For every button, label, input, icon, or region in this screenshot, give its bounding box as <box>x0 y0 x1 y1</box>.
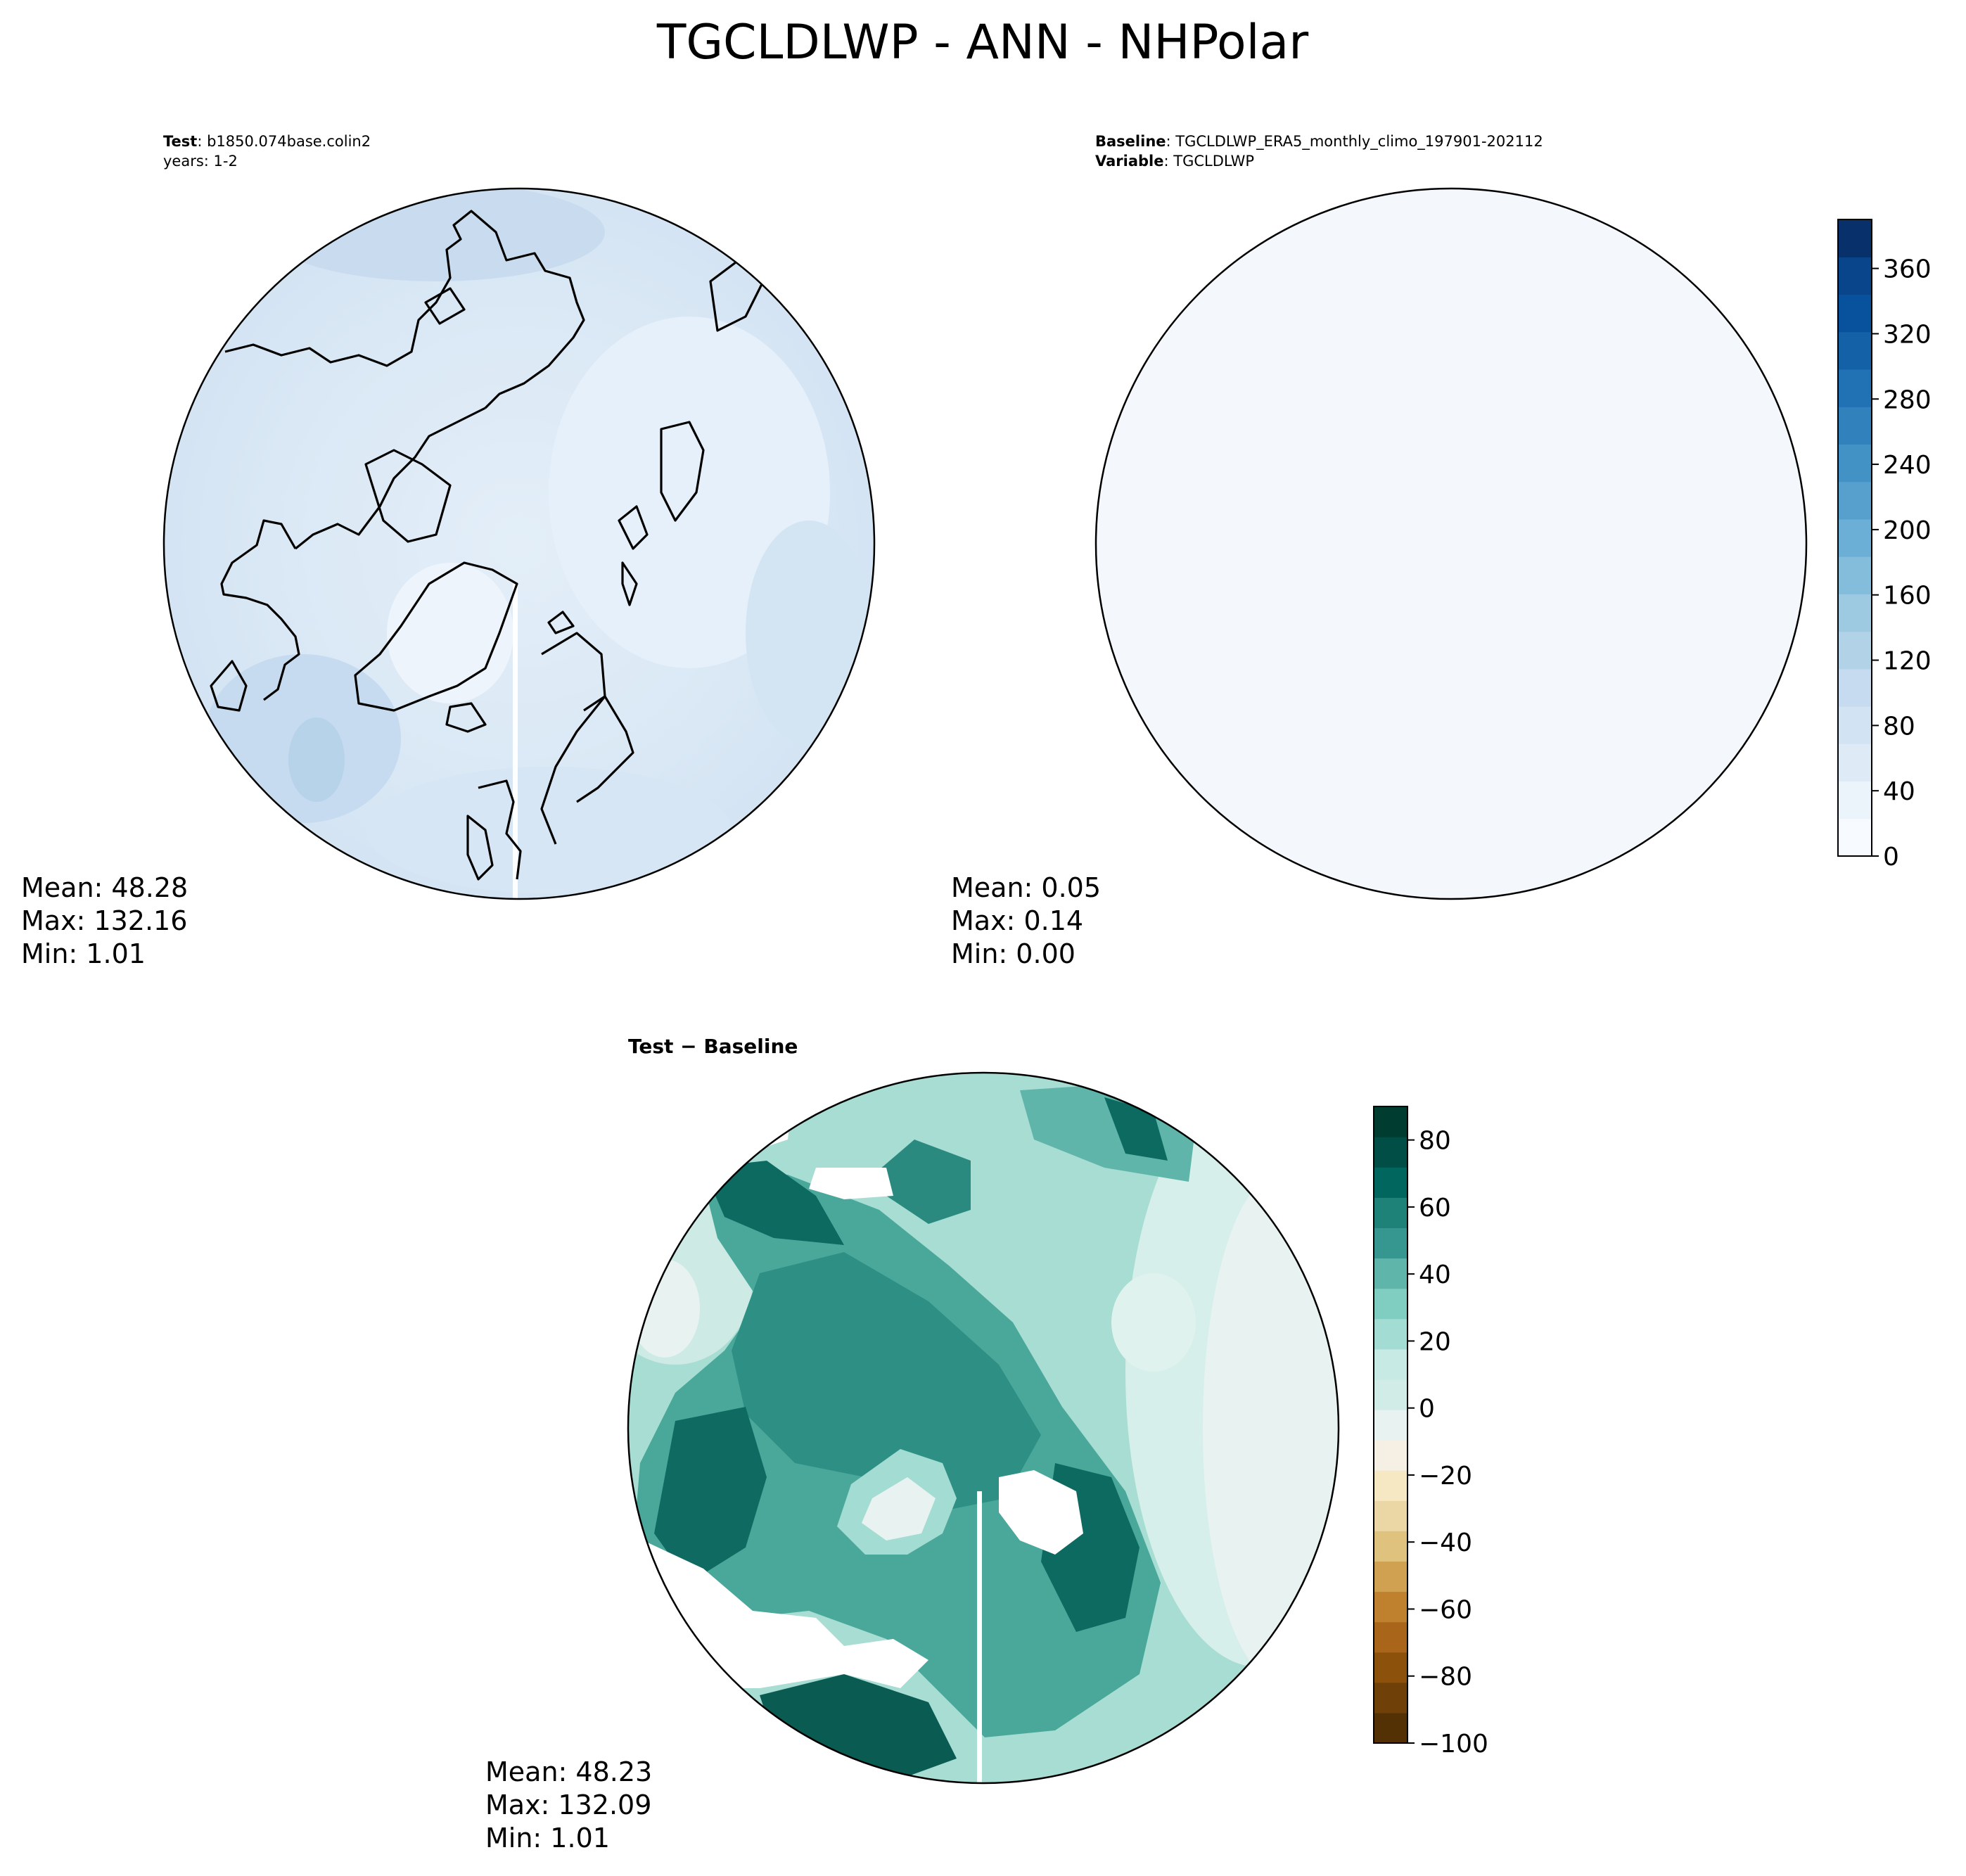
brbg-colorbar-tick-label: −60 <box>1419 1595 1472 1624</box>
test-map-boundary <box>162 187 876 900</box>
blues-colorbar-band <box>1838 781 1872 819</box>
brbg-colorbar: 80 60 40 20 0 −20 −40 −60 −80 −100 <box>1373 1106 1488 1759</box>
baseline-map-field <box>1096 189 1806 899</box>
brbg-colorbar-tick-label: 40 <box>1419 1261 1451 1289</box>
brbg-colorbar-band <box>1374 1348 1408 1380</box>
blues-colorbar-tick-label: 0 <box>1883 843 1899 872</box>
brbg-colorbar-band <box>1374 1500 1408 1531</box>
test-stats-min: Min: 1.01 <box>21 938 146 969</box>
brbg-colorbar-band <box>1374 1531 1408 1562</box>
brbg-colorbar-band <box>1374 1137 1408 1168</box>
blues-colorbar-band <box>1838 631 1872 670</box>
diff-map-boundary <box>627 1071 1340 1785</box>
baseline-stats-mean: Mean: 0.05 <box>951 872 1101 903</box>
brbg-colorbar-tick-label: −20 <box>1419 1462 1472 1491</box>
diff-map-field <box>628 1073 1339 1783</box>
blues-colorbar-band <box>1838 594 1872 632</box>
blues-colorbar-band <box>1838 444 1872 483</box>
blues-colorbar-tick-label: 40 <box>1883 777 1915 806</box>
brbg-colorbar-band <box>1374 1379 1408 1410</box>
test-label-key: Test <box>163 133 197 150</box>
brbg-colorbar-band <box>1374 1167 1408 1198</box>
blues-colorbar-band <box>1838 294 1872 333</box>
baseline-stats-max: Max: 0.14 <box>951 905 1083 936</box>
brbg-colorbar-band <box>1374 1318 1408 1350</box>
test-stats-max: Max: 132.16 <box>21 905 187 936</box>
baseline-map-boundary <box>1094 187 1808 900</box>
diff-panel: Test − Baseline <box>485 1035 1488 1853</box>
brbg-colorbar-tick-label: 20 <box>1419 1327 1451 1356</box>
blues-colorbar-band <box>1838 518 1872 557</box>
baseline-stats-min: Min: 0.00 <box>951 938 1075 969</box>
brbg-colorbar-band <box>1374 1682 1408 1714</box>
brbg-colorbar-tick-label: −100 <box>1419 1730 1488 1759</box>
brbg-colorbar-tick-label: −80 <box>1419 1663 1472 1692</box>
blues-colorbar-band <box>1838 481 1872 520</box>
blues-colorbar-tick-label: 240 <box>1883 451 1932 480</box>
blues-colorbar-tick-label: 200 <box>1883 516 1932 545</box>
brbg-colorbar-ticks: 80 60 40 20 0 −20 −40 −60 −80 −100 <box>1408 1127 1488 1759</box>
blues-colorbar-band <box>1838 219 1872 257</box>
blues-colorbar: 0 40 80 120 160 200 240 280 320 360 <box>1837 219 1932 872</box>
test-label-value: b1850.074base.colin2 <box>207 133 371 150</box>
test-map-field <box>164 189 874 899</box>
brbg-colorbar-tick-label: 80 <box>1419 1127 1451 1156</box>
blues-colorbar-tick-label: 120 <box>1883 647 1932 676</box>
baseline-label-value: TGCLDLWP_ERA5_monthly_climo_197901-20211… <box>1175 133 1543 151</box>
brbg-colorbar-band <box>1374 1258 1408 1289</box>
figure-title: TGCLDLWP - ANN - NHPolar <box>656 15 1308 70</box>
brbg-colorbar-band <box>1374 1227 1408 1259</box>
brbg-colorbar-band <box>1374 1288 1408 1320</box>
diff-stats-mean: Mean: 48.23 <box>485 1756 652 1787</box>
brbg-colorbar-band <box>1374 1621 1408 1653</box>
brbg-colorbar-band <box>1374 1591 1408 1623</box>
blues-colorbar-band <box>1838 407 1872 445</box>
blues-colorbar-band <box>1838 257 1872 295</box>
blues-colorbar-bands <box>1838 219 1872 857</box>
diff-title: Test − Baseline <box>628 1035 798 1058</box>
brbg-colorbar-band <box>1374 1440 1408 1471</box>
brbg-colorbar-band <box>1374 1561 1408 1593</box>
blues-colorbar-band <box>1838 818 1872 857</box>
blues-colorbar-band <box>1838 369 1872 407</box>
brbg-colorbar-band <box>1374 1712 1408 1744</box>
brbg-colorbar-tick-label: −40 <box>1419 1529 1472 1557</box>
test-stats-mean: Mean: 48.28 <box>21 872 188 903</box>
test-years: years: 1-2 <box>163 153 238 170</box>
blues-colorbar-band <box>1838 706 1872 744</box>
brbg-colorbar-band <box>1374 1106 1408 1137</box>
blues-colorbar-tick-label: 160 <box>1883 582 1932 611</box>
baseline-label-key: Baseline <box>1095 133 1166 150</box>
diff-stats-min: Min: 1.01 <box>485 1823 610 1853</box>
blues-colorbar-tick-label: 320 <box>1883 320 1932 349</box>
baseline-label: Baseline: TGCLDLWP_ERA5_monthly_climo_19… <box>1095 133 1543 151</box>
blues-colorbar-band <box>1838 668 1872 707</box>
baseline-variable: Variable: TGCLDLWP <box>1095 153 1254 170</box>
brbg-colorbar-band <box>1374 1470 1408 1501</box>
brbg-colorbar-band <box>1374 1409 1408 1441</box>
brbg-colorbar-bands <box>1374 1106 1408 1744</box>
blues-colorbar-band <box>1838 744 1872 782</box>
blues-colorbar-tick-label: 360 <box>1883 255 1932 284</box>
baseline-panel: Baseline: TGCLDLWP_ERA5_monthly_climo_19… <box>951 133 1932 969</box>
brbg-colorbar-frame <box>1373 1106 1408 1744</box>
blues-colorbar-tick-label: 80 <box>1883 712 1915 741</box>
brbg-colorbar-tick-label: 0 <box>1419 1395 1435 1424</box>
test-panel: Test: b1850.074base.colin2 years: 1-2 <box>21 133 876 969</box>
diff-stats-max: Max: 132.09 <box>485 1789 651 1820</box>
blues-colorbar-frame <box>1837 219 1872 857</box>
brbg-colorbar-band <box>1374 1197 1408 1228</box>
brbg-colorbar-band <box>1374 1652 1408 1683</box>
blues-colorbar-band <box>1838 331 1872 370</box>
blues-colorbar-ticks: 0 40 80 120 160 200 240 280 320 360 <box>1872 255 1932 872</box>
baseline-var-key: Variable <box>1095 153 1163 170</box>
brbg-colorbar-tick-label: 60 <box>1419 1194 1451 1223</box>
blues-colorbar-band <box>1838 556 1872 594</box>
baseline-var-value: TGCLDLWP <box>1173 153 1254 170</box>
test-label: Test: b1850.074base.colin2 <box>163 133 371 150</box>
blues-colorbar-tick-label: 280 <box>1883 385 1932 414</box>
